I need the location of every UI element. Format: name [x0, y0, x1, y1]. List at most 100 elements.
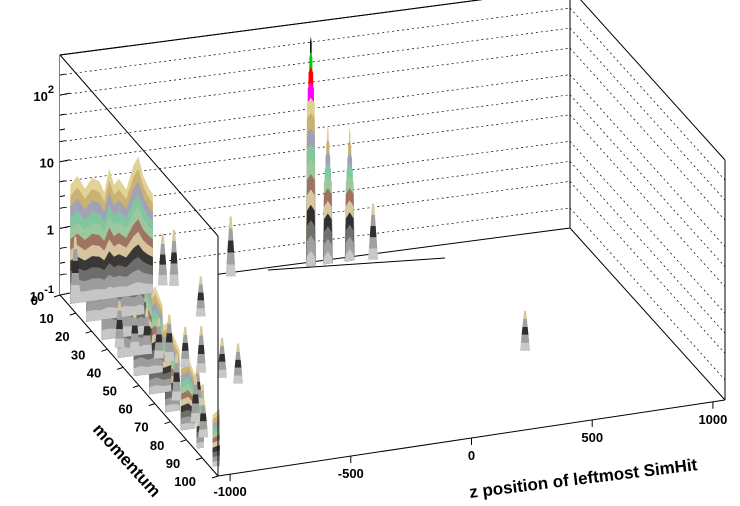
y-tick-label: 40 — [87, 365, 101, 380]
y-tick-label: 100 — [174, 474, 196, 489]
z-tick-label: 102 — [33, 84, 54, 104]
z-tick-mark — [59, 292, 71, 296]
y-tick-label: 50 — [103, 384, 117, 399]
spike-segment — [166, 323, 172, 334]
frame-edge — [59, 54, 219, 237]
z-minor-tick — [59, 128, 66, 131]
spike-segment — [169, 274, 180, 287]
spike-segment — [180, 358, 191, 367]
spike-segment — [132, 317, 138, 326]
spike-segment — [117, 301, 122, 311]
y-tick-label: 70 — [134, 420, 148, 435]
ridge-band — [133, 365, 163, 377]
peak-band — [344, 248, 355, 262]
y-tick-mark — [196, 457, 203, 461]
spike-segment — [522, 318, 528, 327]
spike-segment — [131, 325, 139, 334]
spike-segment — [116, 319, 123, 330]
z-tick-exponent: -1 — [44, 284, 54, 296]
spike-segment — [158, 264, 167, 276]
peak-band — [322, 251, 333, 265]
spike-segment — [73, 236, 78, 249]
spike-segment — [183, 326, 188, 335]
spike-segment — [141, 344, 152, 355]
side-gridline — [569, 7, 726, 181]
side-gridline — [569, 181, 726, 354]
y-tick-mark — [69, 312, 76, 316]
x-tick-label: -500 — [338, 466, 364, 481]
z-minor-tick — [59, 140, 66, 143]
y-tick-mark — [85, 330, 92, 334]
z-tick-mark — [59, 92, 71, 96]
spike-segment — [116, 310, 123, 320]
spike-segment — [71, 260, 79, 273]
frame-edge — [59, 0, 483, 56]
spike-segment — [172, 381, 181, 392]
spike-segment — [172, 229, 176, 241]
spike-segment — [130, 333, 139, 342]
z-tick-label: 1 — [47, 222, 54, 237]
y-tick-label: 20 — [55, 329, 69, 344]
back-gridline — [59, 114, 571, 183]
spike-segment — [170, 252, 178, 264]
spike-segment — [196, 300, 205, 309]
back-gridline — [59, 74, 571, 143]
y-tick-label: 80 — [150, 438, 164, 453]
side-gridline — [569, 141, 726, 314]
spike-segment — [228, 216, 233, 229]
side-gridline — [569, 27, 726, 201]
spike-segment — [157, 275, 168, 286]
spike-segment — [200, 405, 206, 414]
spike-segment — [199, 413, 207, 422]
y-tick-label: 30 — [71, 347, 85, 362]
spike-segment — [198, 276, 203, 285]
spike-segment — [133, 309, 137, 318]
z-tick-base: 10 — [33, 89, 47, 104]
back-gridline — [59, 47, 571, 116]
spike-segment — [227, 240, 235, 253]
z-minor-tick — [59, 195, 66, 198]
spike-segment — [197, 292, 205, 301]
y-tick-mark — [211, 475, 219, 479]
spike-segment — [173, 363, 180, 373]
spike-segment — [371, 203, 375, 215]
ridge-band — [180, 422, 196, 431]
z-tick-base: 1 — [47, 222, 54, 237]
y-tick-mark — [148, 403, 155, 407]
spike-segment — [155, 334, 163, 343]
spike-segment — [160, 244, 166, 255]
spike-segment — [159, 254, 167, 265]
spike-segment — [181, 342, 189, 351]
spike-segment — [236, 343, 240, 352]
spike-segment — [71, 272, 80, 285]
z-minor-tick — [59, 113, 66, 116]
z-tick-base: 10 — [40, 156, 54, 171]
spike-segment — [235, 351, 241, 360]
z-minor-tick — [59, 246, 66, 249]
ridge-band — [196, 441, 204, 449]
spike-segment — [174, 353, 179, 364]
spike-segment — [70, 284, 81, 298]
spike-segment — [173, 372, 180, 382]
spike-segment — [226, 252, 235, 265]
spike-segment — [191, 403, 200, 413]
spike-segment — [171, 240, 177, 253]
spike-segment — [195, 308, 206, 317]
ridge-band — [165, 404, 180, 413]
spike-segment — [198, 335, 204, 345]
spike-segment — [165, 342, 174, 352]
spike-segment — [370, 214, 376, 226]
side-gridline — [569, 47, 726, 221]
spike-segment — [523, 310, 527, 319]
spike-segment — [182, 334, 188, 343]
spike-segment — [217, 369, 228, 378]
z-tick-label: 10 — [40, 156, 54, 171]
y-tick-mark — [164, 421, 171, 425]
spike-segment — [369, 225, 377, 238]
spike-segment — [154, 342, 164, 351]
y-axis-title: momentum — [89, 420, 164, 501]
y-tick-mark — [101, 348, 108, 352]
x-tick-label: 1000 — [698, 412, 727, 427]
